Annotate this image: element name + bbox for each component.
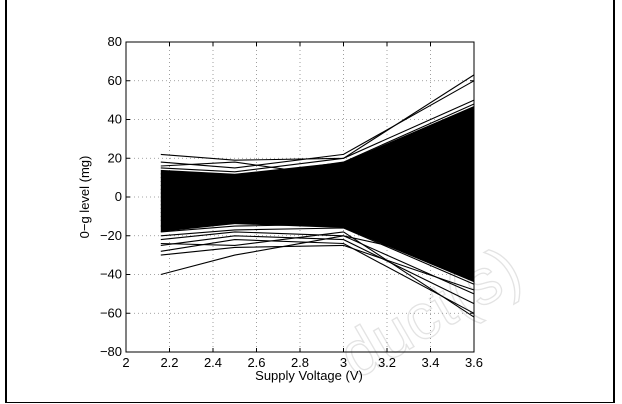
- y-tick-label: −80: [100, 344, 122, 359]
- series-line: [160, 227, 475, 285]
- series-lines: [160, 74, 475, 318]
- x-tick-labels: 2 2.2 2.4 2.6 2.8 3 3.2 3.4 3.6: [122, 355, 483, 370]
- y-tick-label: 40: [108, 112, 122, 127]
- y-axis-label: 0−g level (mg): [77, 156, 92, 239]
- y-tick-label: 20: [108, 150, 122, 165]
- x-tick-label: 2: [122, 355, 129, 370]
- series-band: [160, 105, 475, 283]
- series-line: [160, 235, 475, 305]
- figure-frame: [5, 0, 615, 403]
- series-line: [160, 231, 475, 295]
- x-tick-label: 2.6: [247, 355, 265, 370]
- x-tick-label: 3: [340, 355, 347, 370]
- y-tick-label: −60: [100, 305, 122, 320]
- series-line: [160, 244, 475, 291]
- y-tick-label: 0: [115, 189, 122, 204]
- x-axis-label: Supply Voltage (V): [255, 368, 363, 383]
- series-line: [160, 74, 475, 161]
- x-tick-label: 3.4: [421, 355, 439, 370]
- series-line: [160, 231, 475, 318]
- y-tick-label: 60: [108, 73, 122, 88]
- y-tick-label: 80: [108, 34, 122, 49]
- axis-ticks: [125, 41, 475, 353]
- y-tick-label: −20: [100, 228, 122, 243]
- series-line: [160, 80, 475, 169]
- series-line: [160, 99, 475, 173]
- x-tick-label: 3.6: [465, 355, 483, 370]
- x-tick-label: 2.4: [204, 355, 222, 370]
- y-tick-labels: −80 −60 −40 −20 0 20 40 60 80: [100, 34, 122, 359]
- series-line: [160, 239, 475, 314]
- x-tick-label: 3.2: [378, 355, 396, 370]
- x-tick-label: 2.2: [160, 355, 178, 370]
- y-tick-label: −40: [100, 267, 122, 282]
- x-tick-label: 2.8: [291, 355, 309, 370]
